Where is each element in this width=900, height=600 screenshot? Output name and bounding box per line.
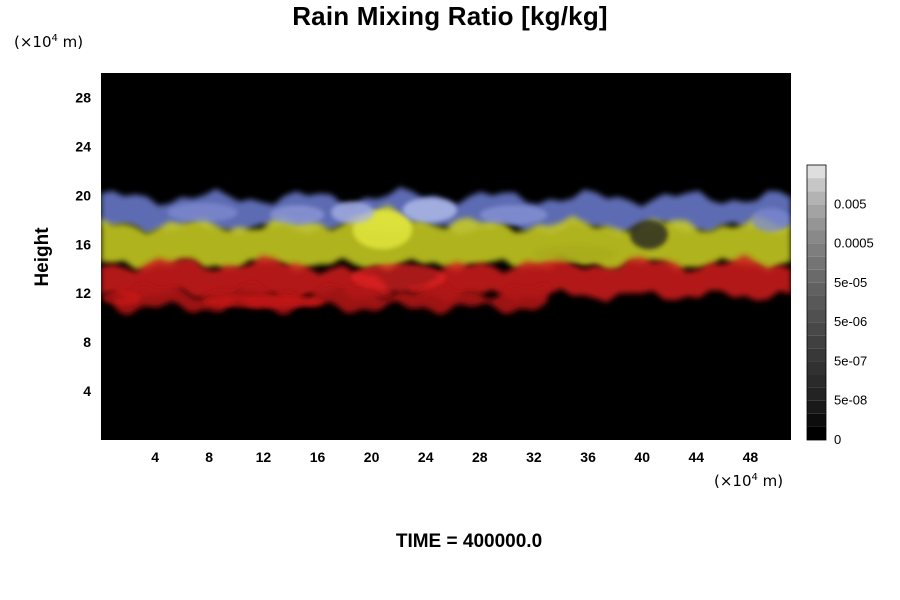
colorbar-segment — [807, 322, 826, 336]
x-tick-label: 28 — [472, 449, 488, 465]
rain-highlight — [102, 290, 141, 306]
rain-highlight — [630, 219, 668, 250]
colorbar-segment — [807, 295, 826, 310]
colorbar-segment — [807, 191, 826, 205]
y-tick-label: 4 — [83, 383, 91, 399]
x-tick-label: 44 — [689, 449, 705, 465]
colorbar-segment — [807, 400, 826, 414]
rain-highlight — [270, 205, 325, 225]
rain-highlight — [479, 205, 548, 225]
time-value: 400000.0 — [462, 531, 543, 552]
x-axis-unit: (×104 m) — [714, 472, 784, 490]
rain-highlight — [351, 263, 446, 291]
rain-highlight — [331, 201, 375, 224]
rain-highlight — [751, 207, 790, 232]
colorbar-segment — [807, 335, 826, 349]
colorbar-segment — [807, 361, 826, 375]
colorbar-segment — [807, 348, 826, 362]
colorbar-label: 5e-08 — [834, 393, 867, 408]
x-tick-label: 8 — [205, 449, 213, 465]
colorbar-label: 5e-07 — [834, 353, 867, 368]
y-axis-label: Height — [32, 227, 53, 287]
y-tick-label: 12 — [75, 285, 91, 301]
colorbar-label: 5e-06 — [834, 314, 867, 329]
colorbar-segment — [807, 243, 826, 257]
colorbar-label: 0.0005 — [834, 236, 874, 251]
x-tick-label: 24 — [418, 449, 434, 465]
colorbar-frame — [806, 164, 827, 441]
y-axis-ticks: 4 8 12 16 20 24 28 — [75, 90, 91, 400]
chart-title: Rain Mixing Ratio [kg/kg] — [292, 1, 608, 31]
rain-field — [101, 187, 791, 315]
colorbar-segment — [807, 178, 826, 192]
rain-band — [114, 281, 548, 315]
y-tick-label: 8 — [83, 334, 91, 350]
colorbar-label: 5e-05 — [834, 275, 867, 290]
colorbar-segment — [807, 217, 826, 231]
x-tick-label: 16 — [310, 449, 326, 465]
rain-highlight — [167, 202, 238, 223]
x-tick-label: 48 — [743, 449, 759, 465]
rain-highlight — [533, 245, 616, 263]
rain-band — [101, 254, 791, 303]
x-tick-label: 40 — [634, 449, 650, 465]
colorbar-segment — [807, 256, 826, 270]
colorbar-segment — [807, 204, 826, 218]
colorbar-segment — [807, 165, 826, 179]
y-tick-label: 16 — [75, 236, 91, 252]
rain-highlight — [402, 197, 457, 223]
colorbar-segment — [807, 309, 826, 323]
x-tick-label: 32 — [526, 449, 542, 465]
colorbar-segment — [807, 269, 826, 283]
y-tick-label: 28 — [75, 90, 91, 106]
y-axis-unit: (×104 m) — [14, 33, 84, 51]
x-tick-label: 36 — [580, 449, 596, 465]
colorbar-segment — [807, 374, 826, 388]
y-tick-label: 20 — [75, 187, 91, 203]
colorbar-label: 0 — [834, 432, 841, 447]
x-tick-label: 20 — [364, 449, 380, 465]
time-annotation: TIME = 400000.0 — [395, 531, 543, 552]
colorbar: 0 5e-08 5e-07 5e-06 5e-05 0.0005 0.005 — [806, 164, 874, 447]
colorbar-segment — [807, 426, 826, 440]
y-tick-label: 24 — [75, 138, 91, 154]
x-tick-label: 12 — [256, 449, 272, 465]
x-tick-label: 4 — [151, 449, 159, 465]
colorbar-segment — [807, 230, 826, 244]
rain-highlight — [202, 295, 325, 308]
colorbar-segment — [807, 387, 826, 401]
colorbar-segment — [807, 282, 826, 296]
rain-band — [101, 205, 791, 273]
colorbar-label: 0.005 — [834, 196, 867, 211]
x-axis-ticks: 4 8 12 16 20 24 28 32 36 40 44 48 — [151, 449, 758, 465]
time-label: TIME — [395, 531, 442, 552]
colorbar-segment — [807, 413, 826, 427]
